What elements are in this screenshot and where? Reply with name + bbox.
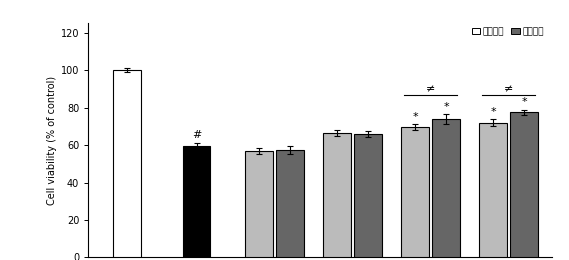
Bar [432, 119, 460, 257]
Bar [277, 150, 304, 257]
Y-axis label: Cell viability (% of control): Cell viability (% of control) [47, 76, 56, 205]
Text: *: * [490, 107, 496, 117]
Bar [510, 112, 538, 257]
Bar [245, 151, 273, 257]
Bar [401, 127, 429, 257]
Text: *: * [521, 97, 527, 107]
Text: ≠: ≠ [426, 84, 435, 94]
Bar [479, 123, 507, 257]
Bar [113, 70, 141, 257]
Bar [183, 146, 211, 257]
Text: ≠: ≠ [504, 84, 513, 94]
Legend: 열수추출, 효소추출: 열수추출, 효소추출 [468, 23, 547, 40]
Text: *: * [443, 102, 449, 112]
Bar [354, 134, 382, 257]
Text: #: # [192, 130, 201, 140]
Text: *: * [412, 112, 418, 122]
Bar [323, 133, 351, 257]
